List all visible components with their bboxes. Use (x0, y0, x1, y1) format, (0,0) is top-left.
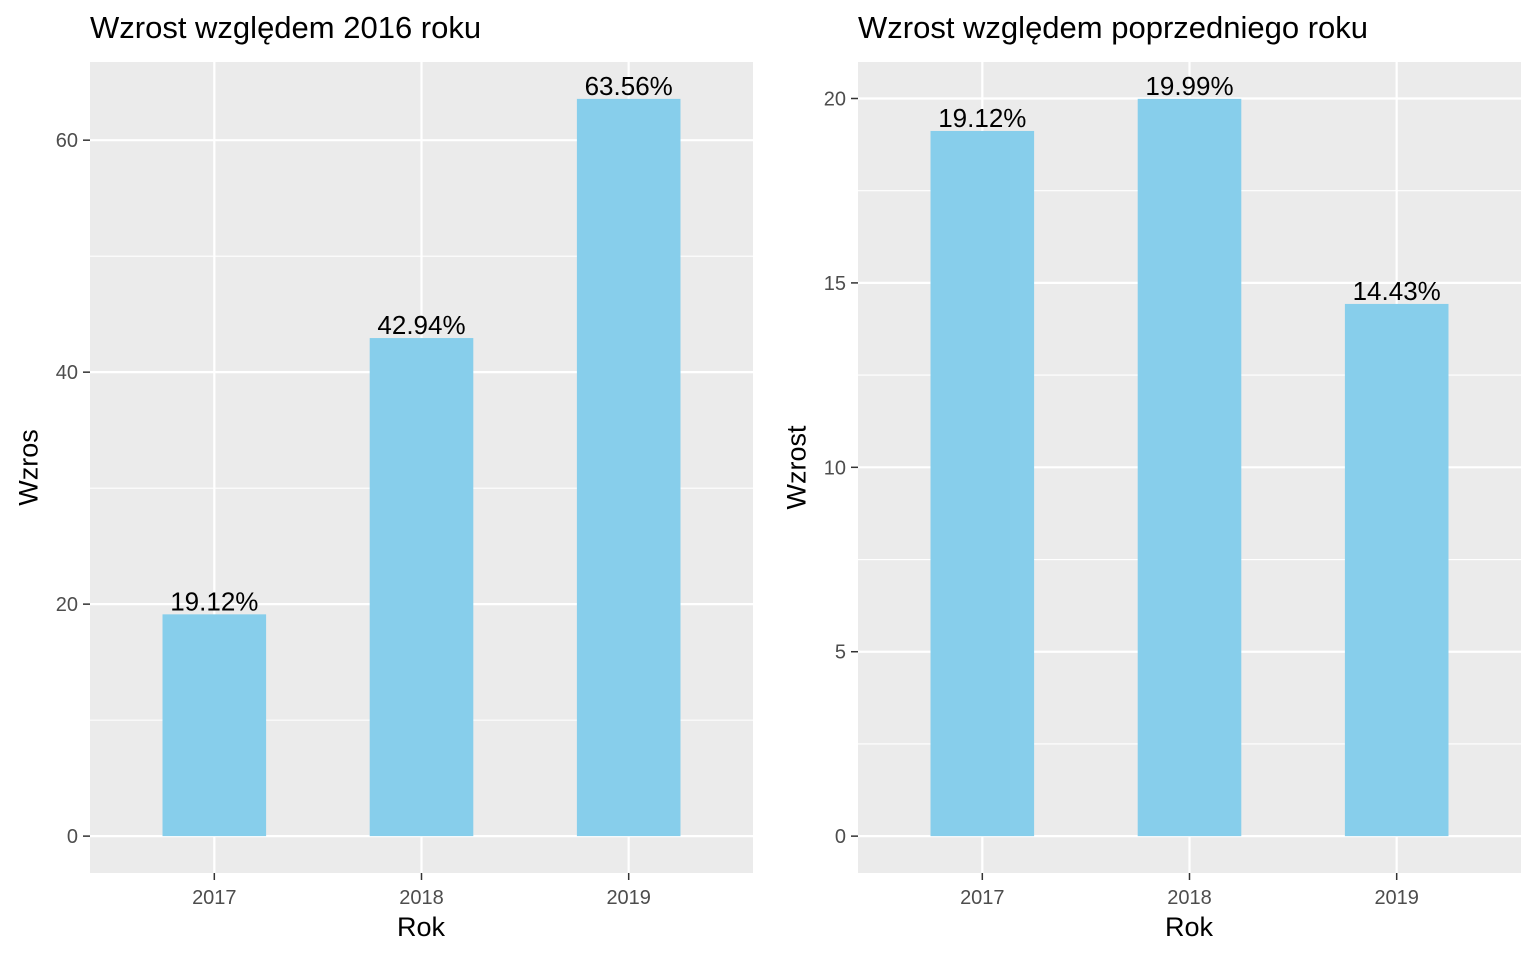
y-tick-label: 20 (56, 594, 78, 616)
x-tick-label: 2018 (1167, 887, 1212, 909)
data-label: 19.12% (938, 103, 1026, 133)
chart-title: Wzrost względem 2016 roku (90, 10, 482, 45)
bar (162, 614, 267, 837)
bar (1344, 303, 1449, 837)
y-tick-label: 15 (824, 273, 846, 295)
y-tick-label: 5 (835, 642, 846, 664)
chart-panel-right: Wzrost względem poprzedniego roku 19.12%… (768, 0, 1536, 960)
bar-chart-right: 19.12% 19.99% 14.43% 0 5 10 15 20 2017 2018 2019 (824, 62, 1521, 909)
x-tick-label: 2018 (399, 887, 444, 909)
bar (1137, 98, 1242, 837)
x-tick-label: 2019 (606, 887, 651, 909)
x-tick-label: 2019 (1374, 887, 1419, 909)
data-label: 14.43% (1353, 276, 1441, 306)
y-tick-label: 60 (56, 130, 78, 152)
x-axis-title: Rok (1164, 912, 1213, 942)
data-label: 19.99% (1145, 71, 1233, 101)
y-tick-label: 0 (67, 826, 78, 848)
y-tick-label: 10 (824, 457, 846, 479)
y-tick-label: 0 (835, 826, 846, 848)
data-label: 19.12% (170, 586, 258, 616)
y-tick-label: 20 (824, 88, 846, 110)
bar (576, 98, 681, 837)
data-label: 63.56% (585, 71, 673, 101)
chart-panel-left: Wzrost względem 2016 roku 19.12% 42.94% 63… (13, 10, 753, 942)
x-tick-label: 2017 (960, 887, 1005, 909)
y-tick-label: 40 (56, 362, 78, 384)
bar (369, 338, 474, 837)
y-axis-title: Wzrost (781, 425, 812, 510)
chart-title: Wzrost względem poprzedniego roku (858, 10, 1369, 45)
x-tick-label: 2017 (192, 887, 237, 909)
data-label: 42.94% (377, 310, 465, 340)
x-axis-title: Rok (396, 912, 445, 942)
bar-chart-left: 19.12% 42.94% 63.56% 0 20 40 60 2017 2018 2019 (56, 62, 753, 909)
y-axis-title: Wzros (13, 429, 44, 506)
bar (930, 130, 1035, 837)
